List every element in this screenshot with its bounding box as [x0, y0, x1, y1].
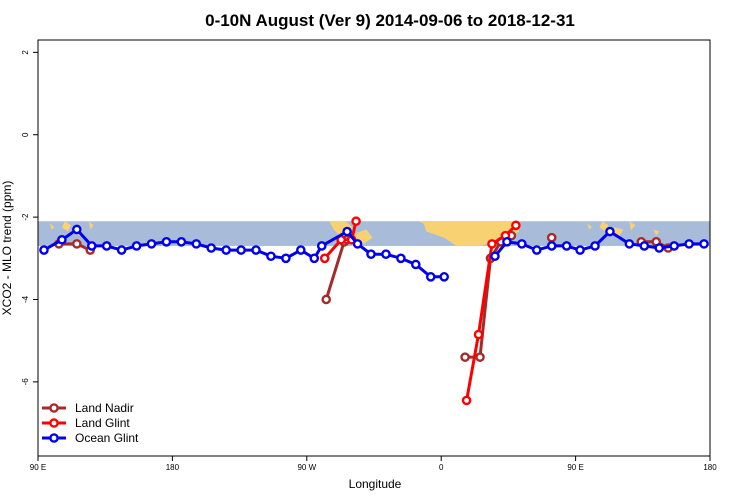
data-point [531, 245, 542, 255]
data-point [654, 243, 665, 253]
data-point [473, 329, 484, 340]
land-patch [61, 221, 71, 232]
data-point [546, 232, 557, 243]
data-point [669, 241, 679, 251]
x-tick-label: 180 [166, 463, 180, 472]
y-tick-label: 2 [21, 50, 30, 55]
x-tick-label: 90 E [30, 463, 46, 472]
y-tick-label: 0 [21, 132, 30, 137]
data-point [460, 352, 470, 362]
data-point [396, 253, 406, 264]
series-line [324, 238, 348, 300]
data-point [381, 249, 391, 259]
data-point [236, 245, 246, 255]
data-point [366, 249, 376, 259]
data-point [191, 239, 202, 249]
series-ocean-glint [39, 224, 709, 282]
data-point [624, 239, 635, 249]
legend-marker [49, 418, 59, 428]
data-point [266, 251, 276, 262]
land-patch [423, 221, 519, 246]
data-point [251, 245, 261, 255]
data-point [490, 251, 500, 262]
legend-label: Ocean Glint [75, 431, 139, 445]
data-point [316, 241, 327, 251]
land-patch [653, 229, 660, 236]
x-axis-label: Longitude [349, 477, 402, 491]
series-line [43, 228, 445, 279]
data-point [86, 241, 97, 251]
data-point [575, 245, 585, 255]
y-axis-label: XCO2 - MLO trend (ppm) [0, 181, 14, 316]
land-patch [629, 221, 636, 231]
series-line [323, 220, 358, 260]
data-point [502, 237, 512, 247]
data-point [146, 239, 157, 249]
data-point [487, 239, 497, 249]
x-axis: 90 E 180 90 W 0 90 E 180 [30, 456, 717, 472]
data-point [590, 241, 600, 251]
data-point [131, 241, 142, 251]
data-point [605, 226, 615, 237]
data-point [561, 241, 572, 251]
data-point [546, 241, 557, 251]
x-tick-label: 90 E [567, 463, 583, 472]
chart-title: 0-10N August (Ver 9) 2014-09-06 to 2018-… [205, 11, 575, 30]
data-point [517, 239, 527, 249]
data-point [161, 237, 172, 247]
data-point [511, 220, 521, 231]
data-point [352, 239, 363, 249]
data-point [319, 253, 330, 264]
data-point [206, 243, 217, 253]
y-axis: 2 0 -2 -4 -6 [21, 50, 38, 386]
plot-series [39, 216, 709, 406]
land-patch [49, 223, 55, 230]
y-tick-label: -4 [21, 295, 30, 303]
data-point [439, 272, 449, 282]
data-point [699, 239, 709, 249]
data-point [72, 224, 82, 235]
data-point [281, 253, 291, 264]
land-patch [418, 221, 430, 226]
data-point [461, 395, 472, 406]
data-point [639, 241, 650, 251]
series-line [465, 234, 513, 359]
data-point [684, 239, 694, 249]
land-patch [587, 223, 592, 230]
data-point [176, 237, 187, 247]
plot-frame [37, 39, 711, 457]
legend-label: Land Nadir [75, 401, 134, 415]
legend-marker [49, 403, 59, 413]
data-point [351, 216, 361, 227]
data-point [296, 245, 306, 255]
data-point [475, 352, 485, 362]
data-point [72, 239, 82, 249]
data-point [411, 259, 421, 270]
data-point [321, 294, 332, 305]
land-patch [88, 221, 94, 230]
y-tick-label: -2 [21, 213, 30, 221]
data-point [342, 226, 352, 237]
data-point [309, 253, 320, 264]
data-point [39, 245, 49, 255]
data-point [57, 234, 67, 245]
x-tick-label: 90 W [297, 463, 316, 472]
x-tick-label: 0 [439, 463, 444, 472]
x-tick-label: 180 [703, 463, 717, 472]
y-tick-label: -6 [21, 378, 30, 386]
data-point [221, 245, 231, 255]
legend-marker [49, 433, 59, 443]
data-point [425, 272, 436, 282]
data-point [101, 241, 112, 251]
series-line [465, 224, 517, 401]
data-point [116, 245, 127, 255]
legend-label: Land Glint [75, 416, 130, 430]
